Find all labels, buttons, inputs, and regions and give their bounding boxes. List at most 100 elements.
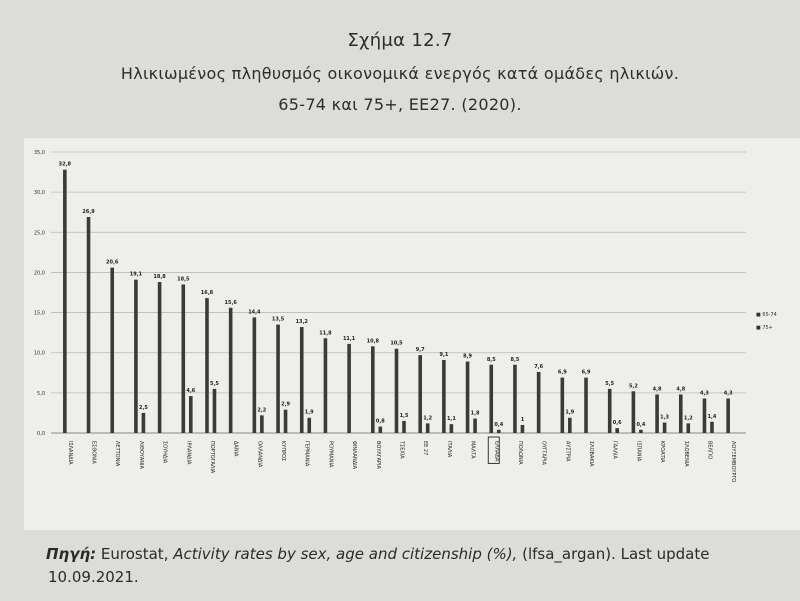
bar-65-74 [607, 388, 612, 433]
bar-65-74 [465, 361, 470, 433]
y-tick-label: 30,0 [34, 190, 45, 196]
category-label: ΡΟΥΜΑΝΙΑ [327, 441, 333, 468]
category-label: ΕΕ 27 [422, 441, 428, 455]
bar-65-74 [631, 391, 636, 433]
data-label-75-plus: 1,8 [471, 411, 480, 417]
bar-65-74 [678, 394, 683, 433]
chart-panel: 0,0 5,0 10,0 15,0 20,0 25,0 30,0 35,0 32,8 ΙΣΛΑΝΔ… [24, 138, 800, 530]
data-label-65-74: 16,8 [201, 290, 214, 296]
bar-75-plus [639, 429, 643, 433]
data-label-65-74: 7,6 [534, 364, 543, 370]
category-label: ΒΟΥΛΓΑΡΙΑ [375, 441, 381, 470]
data-label-65-74: 4,3 [700, 390, 709, 396]
bar-75-plus [402, 420, 406, 433]
bar-65-74 [489, 364, 494, 433]
data-label-75-plus: 5,5 [210, 381, 219, 387]
bar-65-74 [299, 327, 304, 433]
bar-65-74 [252, 317, 257, 433]
bar-75-plus [615, 428, 620, 433]
source-label: Πηγή: [46, 545, 97, 563]
bar-65-74 [228, 307, 233, 433]
bar-75-plus [473, 418, 477, 433]
bar-75-plus [686, 423, 691, 433]
data-label-65-74: 11,8 [319, 330, 332, 336]
category-label: ΜΑΛΤΑ [470, 441, 476, 459]
bar-75-plus [710, 421, 714, 433]
data-label-65-74: 9,7 [416, 347, 425, 353]
legend-item-65-74: ■ 65-74 [756, 312, 777, 318]
data-label-65-74: 4,8 [653, 386, 662, 392]
data-label-65-74: 8,5 [511, 357, 520, 363]
bar-75-plus [520, 424, 525, 433]
category-label: ΓΑΛΛΙΑ [612, 441, 618, 460]
figure-subtitle: 65-74 και 75+, ΕΕ27. (2020). [278, 95, 522, 114]
bar-75-plus [662, 422, 667, 433]
data-label-65-74: 10,8 [367, 338, 380, 344]
bar-75-plus [496, 429, 501, 433]
category-label: ΙΣΛΑΝΔΙΑ [67, 441, 73, 465]
bar-65-74 [323, 338, 328, 433]
data-label-65-74: 6,9 [558, 370, 567, 376]
category-label: ΔΑΝΙΑ [233, 441, 239, 457]
category-label: ΙΤΑΛΙΑ [446, 441, 452, 458]
bar-65-74 [371, 346, 375, 433]
bar-65-74 [560, 377, 565, 433]
bar-65-74 [702, 398, 707, 433]
bar-65-74 [134, 279, 138, 433]
data-label-65-74: 9,1 [439, 352, 448, 358]
category-label: ΙΣΠΑΝΙΑ [635, 441, 641, 462]
data-label-75-plus: 4,6 [186, 388, 195, 394]
data-label-75-plus: 1,9 [305, 410, 314, 416]
bar-65-74 [347, 343, 351, 433]
data-label-75-plus: 1,3 [660, 415, 669, 421]
data-label-75-plus: 1,9 [565, 410, 574, 416]
legend-item-75-plus: ■ 75+ [756, 325, 773, 331]
y-tick-label: 35,0 [34, 150, 45, 156]
data-label-65-74: 5,5 [605, 381, 614, 387]
bar-65-74 [418, 355, 422, 433]
figure-title: Ηλικιωμένος πληθυσμός οικονομικά ενεργός… [120, 64, 680, 83]
bar-65-74 [181, 284, 186, 433]
data-label-75-plus: 1,2 [423, 415, 432, 421]
data-label-65-74: 32,8 [59, 162, 72, 168]
category-label: ΓΕΡΜΑΝΙΑ [304, 441, 310, 467]
category-label: ΠΟΡΤΟΓΑΛΙΑ [209, 441, 215, 474]
bar-65-74 [655, 394, 659, 433]
bar-65-74 [205, 298, 209, 433]
data-label-75-plus: 2,2 [257, 407, 266, 413]
figure-number: Σχήμα 12.7 [347, 30, 453, 51]
category-label: ΚΥΠΡΟΣ [280, 441, 286, 461]
data-label-75-plus: 1 [521, 417, 525, 423]
category-label: ΣΛΟΒΑΚΙΑ [588, 441, 594, 467]
data-label-65-74: 10,5 [390, 341, 403, 347]
bar-65-74 [394, 348, 399, 433]
category-label: ΣΟΥΗΔΙΑ [162, 441, 168, 464]
data-label-65-74: 5,2 [629, 383, 638, 389]
data-label-65-74: 8,5 [487, 357, 496, 363]
bar-chart: 0,0 5,0 10,0 15,0 20,0 25,0 30,0 35,0 32,8 ΙΣΛΑΝΔ… [34, 150, 777, 482]
y-tick-label: 15,0 [34, 311, 45, 317]
y-tick-label: 25,0 [34, 230, 45, 236]
data-label-75-plus: 1,1 [447, 416, 456, 422]
category-label: ΚΡΟΑΤΙΑ [659, 441, 665, 463]
data-label-65-74: 8,9 [463, 354, 472, 360]
category-label: ΦΙΝΛΑΝΔΙΑ [351, 441, 357, 470]
data-label-65-74: 26,9 [82, 209, 95, 215]
data-label-65-74: 15,6 [225, 300, 238, 306]
y-tick-label: 20,0 [34, 270, 45, 276]
category-label: ΛΟΥΞΕΜΒΟΥΡΓΟ [730, 441, 736, 482]
data-label-65-74: 20,6 [106, 260, 119, 266]
data-label-75-plus: 2,9 [281, 402, 290, 408]
data-label-65-74: 11,1 [343, 336, 356, 342]
source-line-1: Πηγή: Eurostat, Activity rates by sex, a… [46, 543, 800, 566]
data-label-65-74: 18,8 [153, 274, 166, 280]
data-label-65-74: 4,3 [724, 390, 733, 396]
bar-65-74 [110, 267, 115, 433]
y-tick-label: 10,0 [34, 351, 45, 357]
bar-65-74 [63, 169, 67, 434]
category-label: ΙΡΛΑΝΔΙΑ [185, 441, 191, 465]
source-line-2: 10.09.2021. [48, 568, 139, 586]
data-label-75-plus: 0,4 [636, 422, 645, 428]
highlight-box [487, 436, 500, 464]
source-note: Πηγή: Eurostat, Activity rates by sex, a… [46, 543, 800, 589]
